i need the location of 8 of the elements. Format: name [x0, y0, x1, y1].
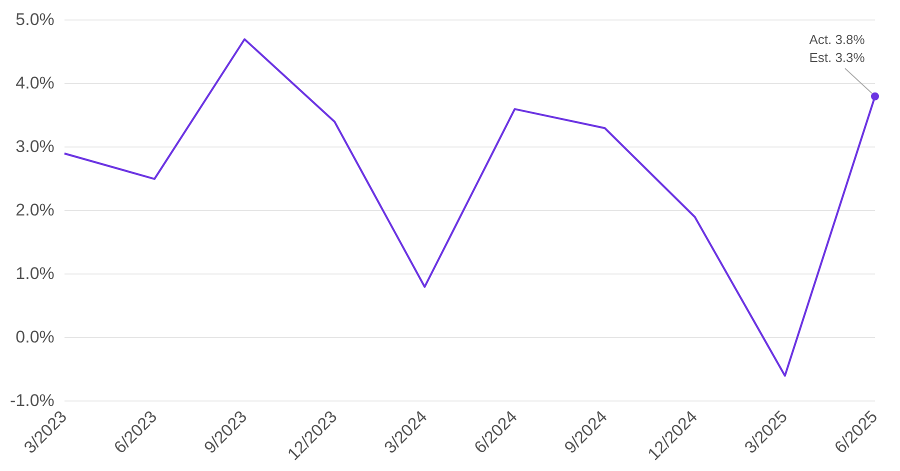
y-tick-label: 4.0%	[16, 73, 54, 92]
annotation: Act. 3.8% Est. 3.3%	[809, 32, 866, 65]
y-tick-label: 1.0%	[16, 264, 54, 283]
y-tick-label: 0.0%	[16, 327, 54, 346]
y-tick-label: -1.0%	[10, 390, 54, 410]
y-tick-label: 3.0%	[16, 136, 54, 156]
y-tick-label: 5.0%	[16, 10, 54, 29]
y-tick-label: 2.0%	[16, 200, 54, 220]
